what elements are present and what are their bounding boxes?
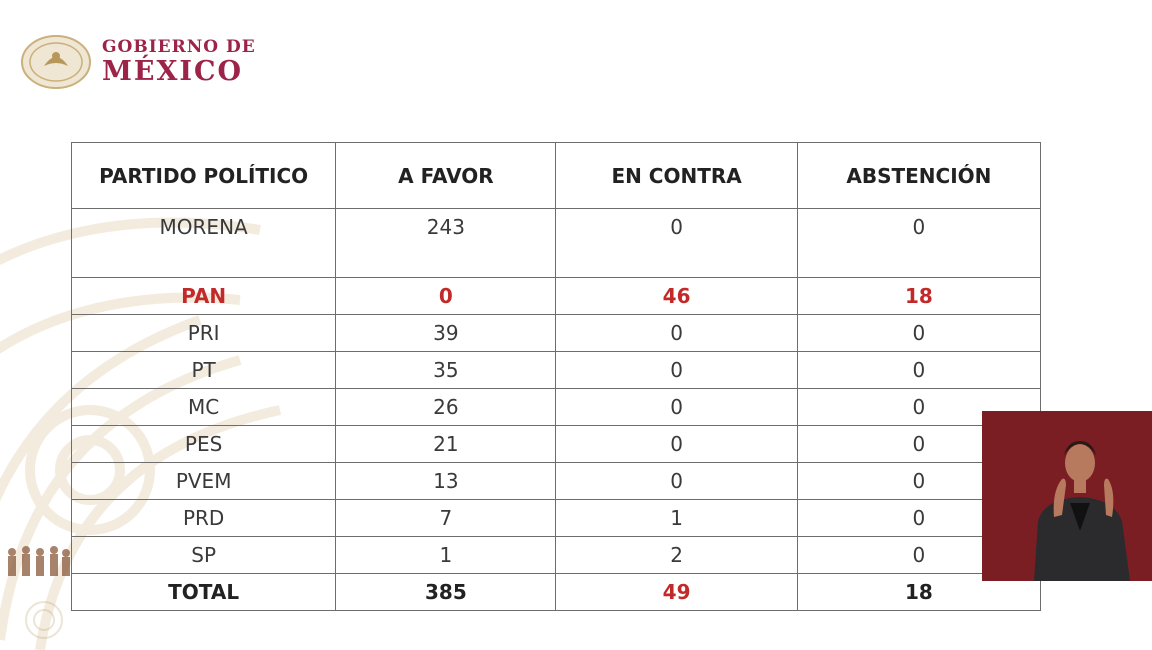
total-in-favor: 385 [335,573,557,611]
vote-results-table: PARTIDO POLÍTICO A FAVOR EN CONTRA ABSTE… [70,142,1042,611]
sign-language-interpreter-video [982,411,1152,581]
government-logo: GOBIERNO DE MÉXICO [20,34,256,90]
against-cell: 46 [555,277,798,315]
party-cell: PAN [70,277,337,315]
table-row: MC 26 0 0 [70,388,1042,426]
party-cell: SP [70,536,337,574]
watermark-seal-icon [25,601,63,639]
against-cell: 0 [555,388,798,426]
abstention-cell: 0 [796,351,1042,389]
interpreter-figure-icon [982,411,1152,581]
table-row: PT 35 0 0 [70,351,1042,389]
in-favor-cell: 35 [335,351,557,389]
in-favor-cell: 1 [335,536,557,574]
coat-of-arms-icon [21,35,91,89]
table-row-highlighted: PAN 0 46 18 [70,277,1042,315]
in-favor-cell: 0 [335,277,557,315]
table-row: PES 21 0 0 [70,425,1042,463]
party-cell: PT [70,351,337,389]
in-favor-cell: 26 [335,388,557,426]
logo-line-1: GOBIERNO DE [102,37,256,57]
party-cell: PVEM [70,462,337,500]
against-cell: 0 [555,314,798,352]
table-row: PRI 39 0 0 [70,314,1042,352]
party-cell: MORENA [70,208,337,278]
party-cell: PES [70,425,337,463]
table-row: MORENA 243 0 0 [70,208,1042,278]
in-favor-cell: 39 [335,314,557,352]
against-cell: 0 [555,351,798,389]
header-in-favor: A FAVOR [335,142,557,209]
header-against: EN CONTRA [555,142,798,209]
against-cell: 0 [555,425,798,463]
abstention-cell: 0 [796,208,1042,278]
against-cell: 1 [555,499,798,537]
against-cell: 0 [555,208,798,278]
party-cell: PRD [70,499,337,537]
total-against: 49 [555,573,798,611]
in-favor-cell: 7 [335,499,557,537]
against-cell: 0 [555,462,798,500]
table-header-row: PARTIDO POLÍTICO A FAVOR EN CONTRA ABSTE… [70,142,1042,209]
total-label: TOTAL [70,573,337,611]
abstention-cell: 18 [796,277,1042,315]
against-cell: 2 [555,536,798,574]
header-party: PARTIDO POLÍTICO [70,142,337,209]
in-favor-cell: 243 [335,208,557,278]
in-favor-cell: 13 [335,462,557,500]
header-abstention: ABSTENCIÓN [796,142,1042,209]
logo-line-2: MÉXICO [102,56,244,87]
table-row: PRD 7 1 0 [70,499,1042,537]
abstention-cell: 0 [796,314,1042,352]
table-row: SP 1 2 0 [70,536,1042,574]
crowd-illustration-icon [8,546,70,576]
party-cell: MC [70,388,337,426]
in-favor-cell: 21 [335,425,557,463]
party-cell: PRI [70,314,337,352]
total-row: TOTAL 385 49 18 [70,573,1042,611]
table-row: PVEM 13 0 0 [70,462,1042,500]
